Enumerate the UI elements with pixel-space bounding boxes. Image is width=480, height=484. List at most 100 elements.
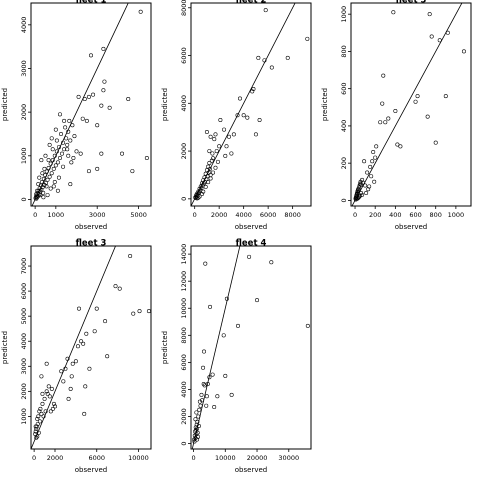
x-axis-label: observed	[75, 466, 107, 474]
data-point	[60, 151, 65, 156]
data-point	[45, 193, 50, 198]
data-point	[195, 437, 200, 442]
data-point	[49, 171, 54, 176]
data-point	[58, 131, 63, 136]
data-point	[48, 409, 53, 414]
data-point	[56, 175, 61, 180]
data-point	[44, 184, 49, 189]
data-point	[207, 166, 212, 171]
data-point	[193, 425, 198, 430]
data-point	[46, 158, 51, 163]
chart-panel-5: fleet 4 0 10000 20000 30000 0 2000 4000 6000 8000…	[161, 239, 312, 474]
data-point	[207, 375, 212, 380]
data-point	[37, 419, 42, 424]
data-point	[120, 151, 125, 156]
y-tick-label: 6000	[20, 283, 28, 300]
data-point	[255, 298, 260, 303]
data-point	[237, 96, 242, 101]
y-axis-label: predicted	[1, 88, 9, 121]
data-point	[49, 386, 54, 391]
data-point	[235, 323, 240, 328]
data-point	[235, 113, 240, 118]
data-point	[47, 394, 52, 399]
y-tick-label: 8000	[180, 327, 188, 344]
data-point	[36, 182, 41, 187]
y-tick-label: 8000	[180, 0, 188, 16]
data-point	[95, 123, 100, 128]
x-tick-label: 8000	[284, 211, 301, 219]
data-point	[370, 159, 375, 164]
x-tick-label: 0	[191, 454, 195, 462]
data-point	[76, 94, 81, 99]
chart-title: fleet 3	[76, 239, 107, 249]
data-point	[63, 125, 68, 130]
data-point	[68, 182, 73, 187]
data-point	[36, 414, 41, 419]
y-axis-label: predicted	[1, 331, 9, 364]
data-point	[207, 149, 212, 154]
data-point	[87, 366, 92, 371]
data-point	[78, 151, 83, 156]
data-point	[66, 153, 71, 158]
data-point	[41, 414, 46, 419]
plot-frame	[350, 2, 472, 207]
data-point	[105, 354, 110, 359]
data-point	[34, 192, 39, 197]
data-point	[72, 134, 77, 139]
data-point	[41, 195, 46, 200]
data-point	[204, 403, 209, 408]
y-tick-label: 10000	[180, 298, 188, 319]
data-point	[39, 411, 44, 416]
data-point	[47, 174, 52, 179]
data-point	[231, 132, 236, 137]
data-point	[253, 132, 258, 137]
data-point	[117, 286, 122, 291]
data-point	[367, 184, 372, 189]
data-point	[34, 426, 39, 431]
data-point	[212, 405, 217, 410]
data-point	[391, 10, 396, 15]
x-tick-label: 0	[32, 454, 36, 462]
data-point	[207, 161, 212, 166]
data-point	[41, 190, 46, 195]
data-point	[80, 116, 85, 121]
chart-title: fleet 4	[236, 239, 267, 249]
data-point	[208, 176, 213, 181]
data-point	[224, 144, 229, 149]
data-point	[56, 145, 61, 150]
plot-frame	[190, 2, 312, 207]
data-point	[69, 160, 74, 165]
data-point	[48, 186, 53, 191]
data-point	[55, 160, 60, 165]
data-point	[415, 94, 420, 99]
data-point	[65, 356, 70, 361]
data-point	[50, 158, 55, 163]
data-point	[37, 175, 42, 180]
data-point	[54, 138, 59, 143]
data-point	[144, 155, 149, 160]
y-tick-label: 3000	[20, 358, 28, 375]
data-point	[203, 184, 208, 189]
data-point	[214, 149, 219, 154]
data-point	[461, 49, 466, 54]
data-point	[195, 426, 200, 431]
data-point	[42, 396, 47, 401]
data-point	[197, 407, 202, 412]
data-point	[94, 306, 99, 311]
data-point	[48, 161, 53, 166]
y-axis-label: predicted	[321, 88, 329, 121]
data-point	[197, 194, 202, 199]
y-tick-label: 1000	[20, 408, 28, 425]
x-axis-label: observed	[235, 223, 267, 231]
data-point	[84, 118, 89, 123]
data-point	[195, 419, 200, 424]
data-point	[355, 191, 360, 196]
data-point	[221, 333, 226, 338]
data-point	[373, 155, 378, 160]
data-point	[40, 171, 45, 176]
data-point	[212, 137, 217, 142]
data-point	[202, 383, 207, 388]
data-point	[131, 311, 136, 316]
x-tick-label: 3000	[89, 211, 106, 219]
x-tick-label: 6000	[88, 454, 105, 462]
